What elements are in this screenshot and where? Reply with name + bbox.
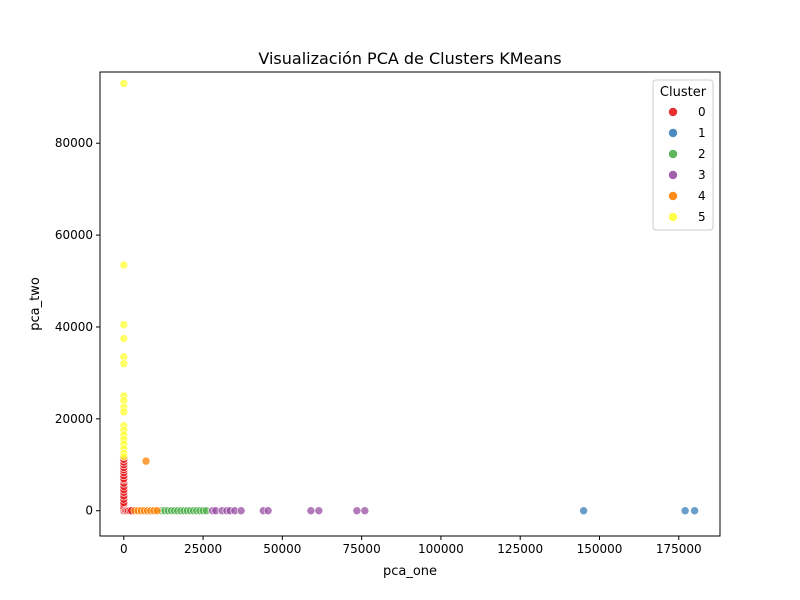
x-tick-label: 125000	[497, 542, 543, 556]
legend-label-cluster-5: 5	[698, 210, 706, 224]
y-axis-label: pca_two	[28, 277, 43, 331]
legend-marker-cluster-5	[668, 212, 678, 222]
legend-items: 0 1 2 3 4 5	[668, 105, 706, 224]
y-tick-label: 40000	[55, 320, 93, 334]
y-axis-ticks: 0 20000 40000 60000 80000	[55, 136, 100, 518]
scatter-point-cluster-1	[579, 506, 588, 516]
x-tick-label: 150000	[577, 542, 623, 556]
scatter-point-cluster-3	[360, 506, 370, 516]
scatter-point-cluster-5	[119, 320, 129, 329]
scatter-point-cluster-3	[306, 506, 316, 516]
scatter-point-cluster-1	[690, 506, 699, 516]
legend-label-cluster-3: 3	[698, 168, 706, 182]
scatter-point-cluster-1	[680, 506, 690, 516]
y-tick-label: 0	[85, 504, 93, 518]
scatter-point-cluster-3	[352, 506, 362, 516]
chart-title: Visualización PCA de Clusters KMeans	[258, 49, 561, 68]
x-axis-ticks: 0 25000 50000 75000 100000 125000 150000 175000	[120, 536, 702, 556]
legend-marker-cluster-3	[668, 170, 678, 180]
legend-marker-cluster-1	[668, 128, 678, 138]
scatter-point-cluster-5	[119, 407, 129, 417]
x-tick-label: 0	[120, 542, 128, 556]
legend-box	[652, 79, 714, 231]
y-tick-label: 60000	[55, 228, 93, 242]
scatter-point-cluster-4	[152, 506, 162, 516]
legend-label-cluster-1: 1	[698, 126, 706, 140]
legend-marker-cluster-0	[668, 107, 678, 117]
scatter-point-cluster-5	[119, 359, 129, 369]
legend: Cluster 0 1 2 3 4 5	[652, 79, 714, 231]
scatter-point-cluster-4	[141, 456, 151, 466]
scatter-point-cluster-5	[119, 334, 129, 343]
scatter-point-cluster-3	[263, 506, 273, 516]
scatter-point-cluster-5	[119, 260, 129, 270]
points-layer	[119, 79, 699, 516]
legend-title: Cluster	[660, 85, 707, 100]
plot-frame	[99, 71, 721, 537]
legend-label-cluster-0: 0	[698, 105, 706, 119]
x-tick-label: 25000	[184, 542, 222, 556]
y-tick-label: 80000	[55, 136, 93, 150]
x-axis-label: pca_one	[383, 564, 437, 579]
legend-label-cluster-4: 4	[698, 189, 706, 203]
plot-area	[100, 72, 720, 536]
legend-label-cluster-2: 2	[698, 147, 706, 161]
legend-marker-cluster-4	[668, 191, 678, 201]
scatter-point-cluster-3	[314, 506, 324, 516]
scatter-point-cluster-3	[236, 506, 246, 516]
x-tick-label: 75000	[343, 542, 381, 556]
x-tick-label: 100000	[418, 542, 464, 556]
x-tick-label: 175000	[656, 542, 702, 556]
x-tick-label: 50000	[263, 542, 301, 556]
scatter-point-cluster-5	[119, 452, 129, 461]
y-tick-label: 20000	[55, 412, 93, 426]
legend-marker-cluster-2	[668, 149, 678, 159]
scatter-point-cluster-5	[119, 79, 129, 88]
